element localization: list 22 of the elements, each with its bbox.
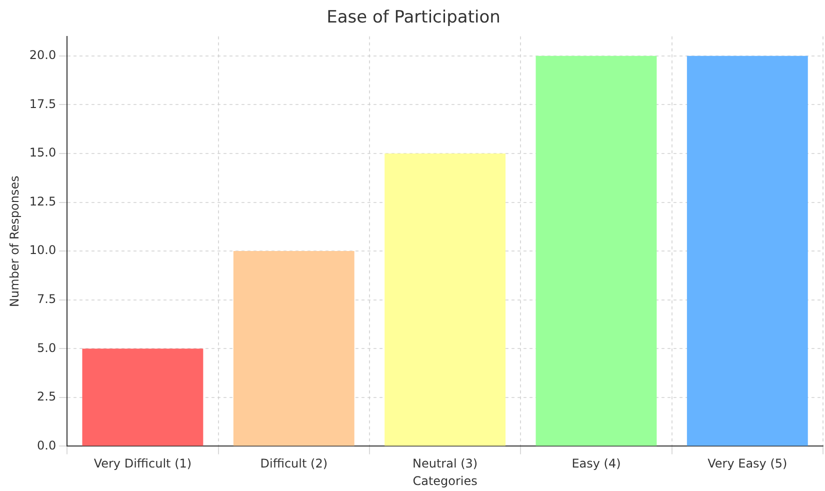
x-axis-title: Categories	[412, 474, 478, 488]
y-tick-label: 20.0	[29, 48, 56, 62]
bar	[384, 153, 506, 446]
y-tick-label: 7.5	[37, 292, 56, 306]
x-tick-label: Very Easy (5)	[708, 456, 788, 471]
y-tick-label: 5.0	[37, 340, 56, 355]
bar	[233, 251, 354, 446]
y-tick-label: 15.0	[29, 146, 56, 160]
x-tick-label: Easy (4)	[572, 456, 621, 471]
y-tick-label: 2.5	[37, 390, 56, 404]
y-tick-label: 0.0	[37, 438, 56, 452]
bar	[686, 56, 808, 446]
bar	[82, 348, 204, 446]
x-tick-label: Very Difficult (1)	[94, 456, 192, 471]
x-tick-label: Neutral (3)	[412, 456, 478, 471]
y-tick-label: 12.5	[29, 194, 56, 208]
y-axis-title: Number of Responses	[7, 176, 22, 307]
chart-title: Ease of Participation	[326, 8, 500, 28]
x-tick-label: Difficult (2)	[260, 456, 328, 471]
bar	[536, 56, 657, 446]
y-tick-label: 17.5	[29, 96, 56, 111]
y-tick-label: 10.0	[29, 243, 56, 258]
